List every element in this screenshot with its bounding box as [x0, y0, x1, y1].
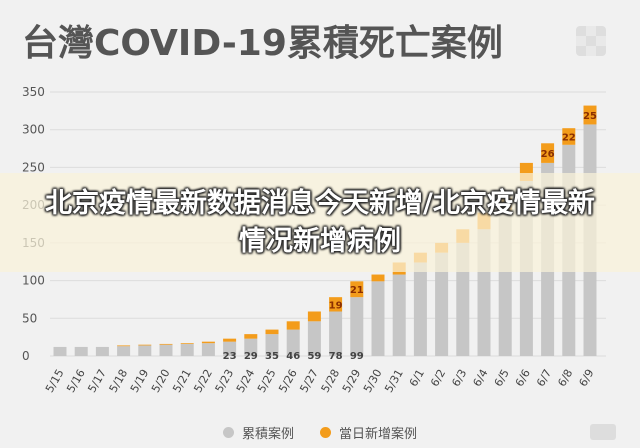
x-tick-label: 5/20 — [149, 367, 173, 395]
x-tick-label: 5/24 — [234, 367, 258, 395]
legend-swatch-daily — [320, 426, 331, 438]
x-tick-label: 6/4 — [470, 367, 490, 389]
x-tick-label: 5/17 — [85, 367, 109, 395]
overlay-banner: 北京疫情最新数据消息今天新增/北京疫情最新情况新增病例 — [0, 173, 640, 272]
bar-daily — [583, 105, 597, 125]
bar-total — [350, 297, 364, 356]
x-tick-label: 6/2 — [428, 367, 448, 389]
overlay-headline: 北京疫情最新数据消息今天新增/北京疫情最新情况新增病例 — [45, 187, 595, 257]
bar-daily — [201, 341, 215, 344]
data-label-total: 59 — [307, 351, 321, 362]
x-tick-label: 5/26 — [276, 367, 300, 395]
bar-daily — [180, 343, 194, 344]
y-tick-label: 350 — [22, 85, 45, 99]
bar-total — [74, 346, 88, 356]
bar-total — [371, 281, 385, 356]
bar-daily — [265, 329, 279, 335]
x-tick-label: 6/5 — [492, 367, 512, 389]
bar-total — [329, 311, 343, 356]
y-tick-label: 250 — [22, 160, 45, 174]
bar-total — [413, 262, 427, 356]
bar-daily — [562, 128, 576, 145]
y-tick-label: 100 — [22, 274, 45, 288]
bar-daily — [117, 345, 131, 347]
chart-title: 台灣COVID-19累積死亡案例 — [22, 23, 503, 64]
chart-legend: 累積案例 當日新增案例 — [0, 420, 640, 444]
data-label-daily: 26 — [541, 149, 555, 160]
bar-total — [180, 343, 194, 356]
bar-total — [223, 341, 237, 356]
legend-label-daily: 當日新增案例 — [339, 426, 418, 442]
data-label-total: 46 — [286, 351, 300, 362]
bar-daily — [159, 343, 173, 345]
bar-total — [159, 344, 173, 356]
data-label-daily: 19 — [329, 300, 343, 311]
data-label-total: 99 — [350, 351, 364, 362]
x-tick-label: 6/9 — [576, 367, 596, 389]
bar-daily — [223, 338, 237, 342]
bar-total — [435, 252, 449, 356]
data-label-daily: 21 — [350, 285, 364, 296]
watermark-logo-icon — [590, 424, 616, 440]
x-tick-label: 5/18 — [107, 367, 131, 395]
x-tick-label: 5/19 — [128, 367, 152, 395]
bar-total — [53, 346, 67, 356]
bar-daily — [244, 334, 258, 339]
bar-total — [265, 334, 279, 356]
corner-logo-icon — [576, 26, 606, 56]
legend-swatch-total — [222, 426, 234, 438]
x-tick-label: 5/25 — [255, 367, 279, 395]
bar-total — [138, 345, 152, 356]
bar-total — [95, 346, 109, 356]
x-tick-label: 6/1 — [407, 367, 427, 389]
bar-total — [117, 346, 131, 356]
x-tick-label: 6/7 — [534, 367, 554, 389]
data-label-total: 29 — [244, 351, 258, 362]
x-tick-label: 5/30 — [361, 367, 385, 395]
y-tick-label: 50 — [22, 311, 37, 325]
x-tick-label: 6/6 — [513, 367, 533, 389]
y-tick-label: 300 — [22, 123, 45, 137]
bar-daily — [329, 297, 343, 312]
legend-item-daily: 當日新增案例 — [320, 423, 417, 442]
legend-label-total: 累積案例 — [241, 426, 294, 442]
x-tick-label: 5/31 — [382, 367, 406, 395]
y-tick-label: 0 — [22, 349, 30, 363]
x-tick-label: 5/15 — [43, 367, 67, 395]
data-label-total: 23 — [223, 351, 237, 362]
x-tick-label: 5/27 — [297, 367, 321, 395]
bar-daily — [371, 274, 385, 282]
bar-total — [244, 338, 258, 356]
data-label-total: 78 — [329, 351, 343, 362]
bar-total — [392, 274, 406, 356]
x-tick-label: 6/8 — [555, 367, 575, 389]
data-label-daily: 25 — [583, 111, 597, 122]
x-tick-label: 5/21 — [170, 367, 194, 395]
x-tick-label: 5/28 — [319, 367, 343, 395]
data-label-total: 35 — [265, 351, 279, 362]
bar-daily — [138, 344, 152, 346]
bar-total — [201, 343, 215, 356]
legend-item-total: 累積案例 — [222, 423, 294, 442]
bar-daily — [541, 143, 555, 163]
bar-total — [286, 329, 300, 356]
x-tick-label: 5/16 — [64, 367, 88, 395]
x-tick-label: 6/3 — [449, 367, 469, 389]
bar-daily — [350, 281, 364, 298]
x-tick-label: 5/23 — [213, 367, 237, 395]
x-tick-label: 5/29 — [340, 367, 364, 395]
x-tick-label: 5/22 — [191, 367, 215, 395]
data-label-daily: 22 — [562, 133, 576, 144]
bar-daily — [307, 311, 321, 322]
bar-total — [307, 321, 321, 356]
bar-daily — [286, 321, 300, 330]
